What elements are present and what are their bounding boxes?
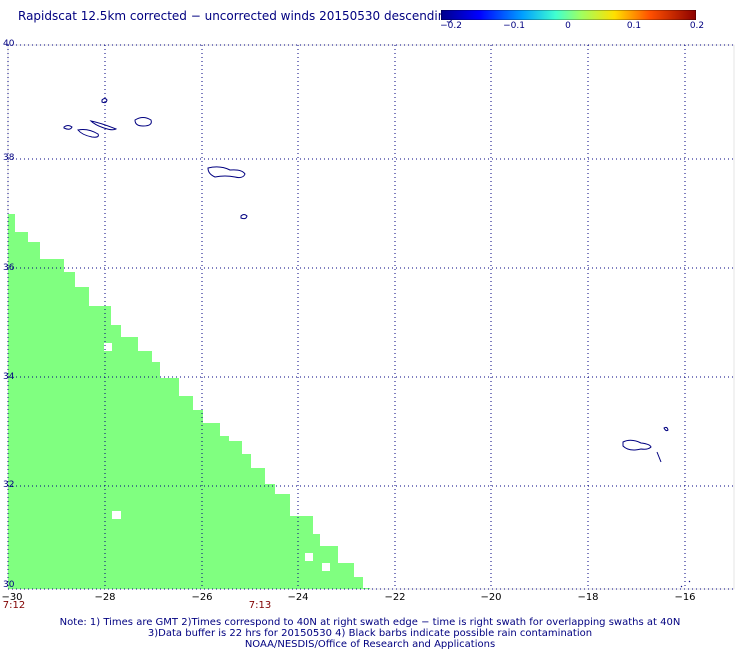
coastlines [63, 98, 691, 588]
island-pico [77, 129, 99, 138]
grid-lines [7, 44, 734, 590]
island-terceira [134, 117, 152, 127]
lat-label: 30 [3, 580, 15, 590]
island-selvagens [680, 580, 691, 588]
island-sao-miguel [207, 166, 246, 179]
lat-label: 32 [3, 480, 15, 490]
footnote-line-3: NOAA/NESDIS/Office of Research and Appli… [244, 639, 496, 650]
footnote-line-1: Note: 1) Times are GMT 2)Times correspon… [59, 617, 681, 628]
island-sao-jorge [89, 120, 118, 131]
lon-label: −16 [674, 592, 696, 603]
time-label: 7:12 [2, 600, 26, 611]
island-faial [63, 125, 73, 130]
colorbar-tick: 0.1 [626, 21, 642, 31]
plot-frame [7, 44, 735, 590]
swath-data [8, 214, 370, 589]
lat-label: 36 [3, 263, 15, 273]
lon-label: −18 [577, 592, 599, 603]
lat-label: 38 [3, 153, 15, 163]
colorbar-tick: −0.2 [440, 21, 462, 31]
colorbar-tick: 0 [565, 21, 571, 31]
footnote-line-2: 3)Data buffer is 22 hrs for 20150530 4) … [147, 628, 593, 639]
lat-label: 34 [3, 372, 15, 382]
time-label: 7:13 [248, 600, 272, 611]
colorbar-gradient [441, 10, 696, 20]
lon-label: −30 [1, 592, 23, 603]
colorbar-tick: −0.1 [503, 21, 525, 31]
lon-label: −24 [287, 592, 309, 603]
island-flores [101, 98, 108, 104]
lon-label: −28 [94, 592, 116, 603]
lon-label: −26 [191, 592, 213, 603]
lon-label: −22 [384, 592, 406, 603]
island-desertas [656, 451, 662, 463]
colorbar-tick: 0.2 [689, 21, 705, 31]
map-title: Rapidscat 12.5km corrected − uncorrected… [18, 9, 453, 23]
lat-label: 40 [3, 39, 15, 49]
island-porto-santo [663, 426, 669, 432]
island-madeira [622, 439, 652, 451]
swath-gaps [104, 343, 330, 571]
lon-label: −20 [480, 592, 502, 603]
island-santa-maria [240, 214, 248, 220]
